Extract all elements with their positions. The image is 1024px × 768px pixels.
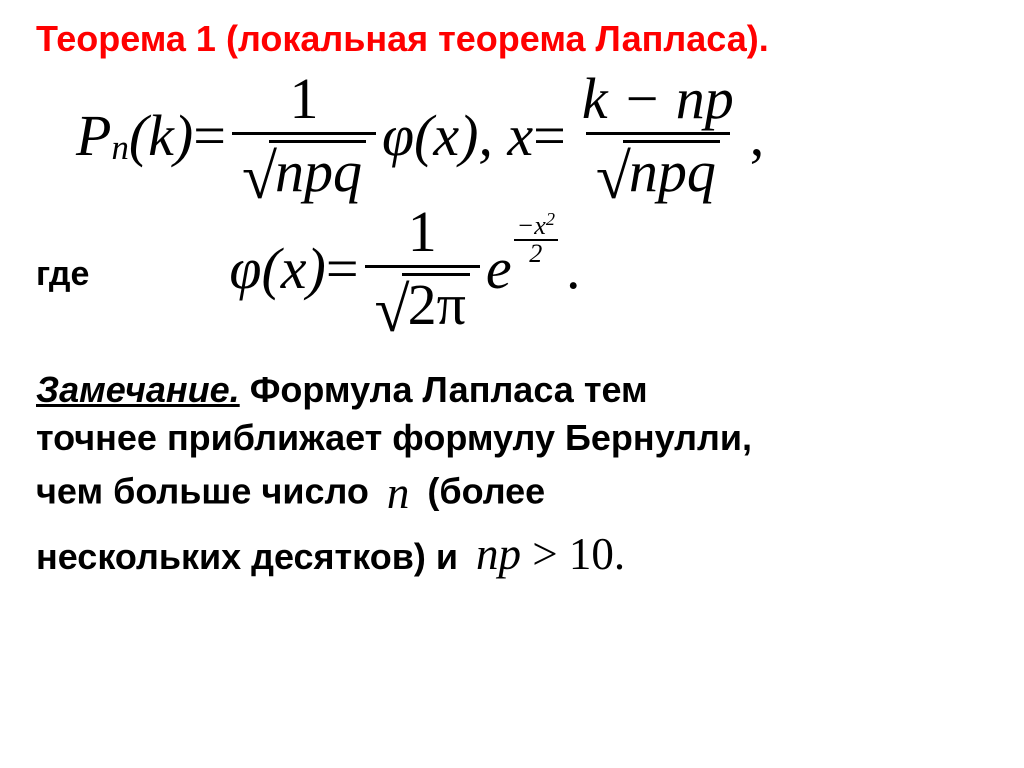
radical-icon: √: [242, 145, 277, 209]
frac3-num: 1: [398, 203, 447, 265]
dot2: .: [614, 529, 625, 579]
remark-l3b: (более: [417, 470, 545, 511]
ten: 10: [569, 529, 614, 579]
frac2-num: k − np: [572, 70, 744, 132]
fraction-1: 1 √npq: [232, 70, 376, 203]
fraction-3: 1 √2π: [365, 203, 480, 336]
exp-sup: 2: [546, 209, 555, 229]
exp-num: −x: [517, 211, 546, 240]
phi-row: где φ(x) = 1 √2π e −x2 2 .: [36, 203, 996, 336]
remark-block: Замечание. Формула Лапласа тем точнее пр…: [36, 366, 996, 585]
exp-den: 2: [526, 241, 545, 267]
gt-sign: >: [521, 529, 569, 579]
var-P: P: [76, 107, 111, 165]
phi2: φ: [229, 240, 261, 298]
tail-comma: ,: [750, 107, 765, 165]
comma-x: , x: [478, 107, 533, 165]
radical-icon: √: [596, 145, 631, 209]
radical-icon: √: [375, 278, 410, 342]
phi2-arg: (x): [261, 240, 325, 298]
exponent: −x2 2: [514, 213, 558, 267]
sub-n: n: [111, 131, 128, 166]
var-n-inline: n: [379, 468, 418, 518]
formula-pn: Pn(k) = 1 √npq φ(x), x = k − np √npq ,: [36, 70, 996, 203]
remark-l1: Формула Лапласа тем: [240, 369, 648, 410]
where-label: где: [36, 255, 89, 294]
frac1-num: 1: [279, 70, 328, 132]
remark-l2: точнее приближает формулу Бернулли,: [36, 417, 752, 458]
var-e: e: [486, 240, 512, 298]
equals2: =: [533, 107, 566, 165]
remark-l4a: нескольких десятков) и: [36, 536, 468, 577]
equals: =: [193, 107, 226, 165]
remark-label: Замечание.: [36, 369, 240, 410]
frac2-rad: npq: [623, 140, 720, 201]
var-phi: φ: [382, 107, 414, 165]
fraction-2: k − np √npq: [572, 70, 744, 203]
frac3-rad: 2π: [408, 272, 466, 337]
theorem-title: Теорема 1 (локальная теорема Лапласа).: [36, 18, 996, 60]
equals3: =: [326, 240, 359, 298]
remark-l3a: чем больше число: [36, 470, 379, 511]
slide-content: Теорема 1 (локальная теорема Лапласа). P…: [0, 0, 1024, 604]
arg-k: (k): [129, 107, 193, 165]
frac1-rad: npq: [269, 140, 366, 201]
var-np: np: [476, 529, 521, 579]
phi-arg: (x): [414, 107, 478, 165]
dot1: .: [566, 240, 581, 298]
